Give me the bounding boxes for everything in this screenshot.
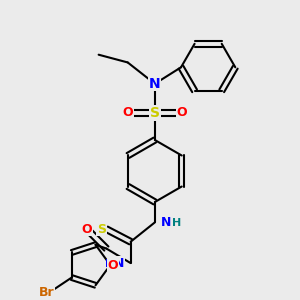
Text: N: N <box>161 216 172 229</box>
Text: N: N <box>114 256 124 270</box>
Text: H: H <box>105 259 114 269</box>
Text: O: O <box>122 106 133 119</box>
Text: N: N <box>149 77 161 91</box>
Text: O: O <box>177 106 187 119</box>
Text: H: H <box>172 218 181 228</box>
Text: O: O <box>82 223 92 236</box>
Text: O: O <box>108 259 119 272</box>
Text: S: S <box>150 106 160 120</box>
Text: S: S <box>97 223 106 236</box>
Text: Br: Br <box>39 286 54 298</box>
